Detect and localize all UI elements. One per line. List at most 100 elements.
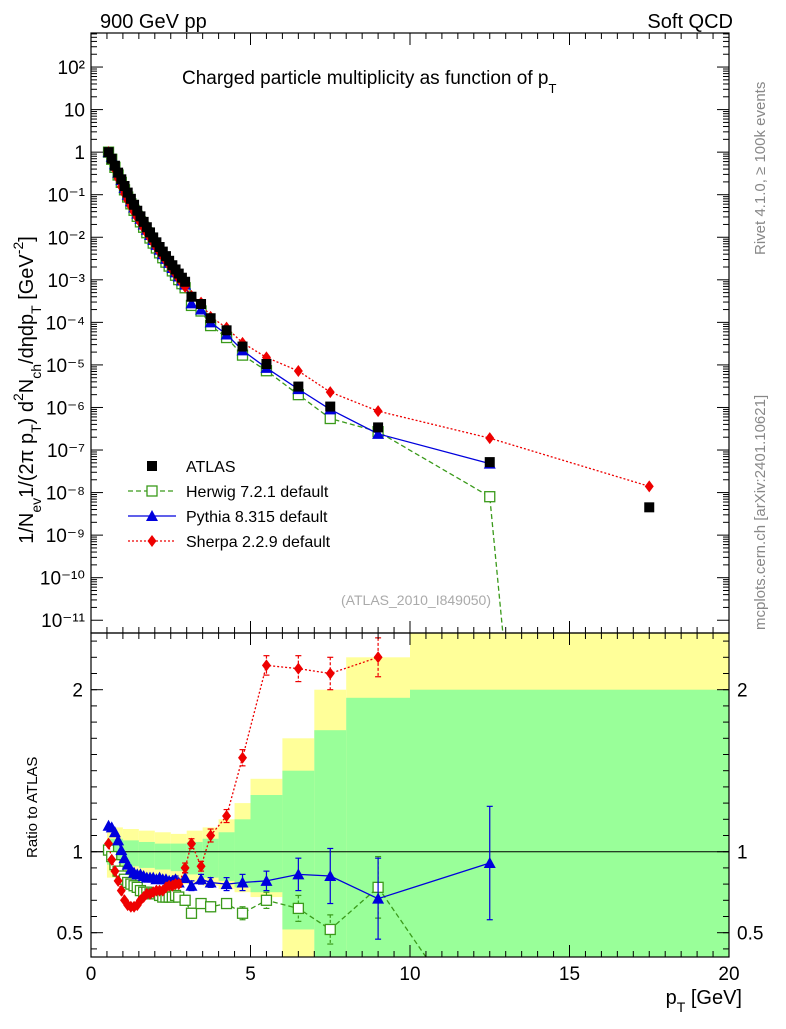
ratio-point-sherpa	[174, 878, 184, 891]
legend-label-pythia: Pythia 8.315 default	[186, 509, 328, 526]
main-y-axis-label-part: T	[28, 305, 44, 314]
main-y-tick-label: 10⁻³	[48, 271, 86, 292]
main-y-axis-label-part: ev	[28, 498, 44, 513]
ratio-point-herwig	[185, 907, 198, 919]
main-point-atlas	[122, 187, 133, 198]
x-tick-label: 5	[245, 964, 256, 985]
main-series-group	[102, 146, 655, 633]
ratio-uncertainty-bands	[91, 633, 729, 957]
main-point-herwig	[324, 412, 336, 425]
ratio-band-green	[154, 843, 171, 870]
main-point-atlas	[180, 276, 191, 287]
ratio-point-pythia	[204, 876, 217, 888]
main-point-sherpa	[325, 386, 335, 399]
ratio-point-sherpa	[222, 810, 232, 823]
main-chart-title-text: Charged particle multiplicity as functio…	[182, 68, 548, 89]
main-point-atlas	[221, 325, 232, 336]
x-axis-label-subscript: T	[677, 999, 686, 1015]
main-series-atlas	[103, 147, 655, 513]
main-y-axis-label-part: N	[16, 379, 38, 393]
ratio-point-pythia	[236, 876, 249, 888]
ratio-point-herwig	[324, 923, 336, 936]
x-tick-label: 0	[86, 964, 97, 985]
x-axis-label: pT [GeV]	[666, 987, 742, 1015]
ratio-y-tick-label-right: 2	[737, 681, 748, 702]
main-y-axis-label-part: 1/(2π p	[16, 433, 38, 498]
main-y-axis-label-part: ch	[28, 364, 44, 379]
ratio-series-group	[102, 637, 496, 957]
main-point-atlas	[325, 401, 336, 412]
ratio-point-pythia	[108, 826, 121, 838]
main-y-axis-label-part: ) d	[16, 401, 38, 424]
ratio-point-pythia	[115, 844, 128, 856]
ratio-point-sherpa	[186, 837, 196, 850]
ratio-point-sherpa	[325, 667, 335, 680]
ratio-y-tick-label-left: 1	[72, 843, 83, 864]
main-y-axis-label-part: T	[28, 424, 44, 433]
main-point-pythia	[372, 427, 385, 439]
legend-entry-pythia: Pythia 8.315 default	[128, 509, 328, 526]
axes-group: 0 5 10 15 2010⁻¹¹10⁻¹⁰10⁻⁹10⁻⁸10⁻⁷10⁻⁶10⁻⁵10…	[40, 32, 763, 985]
legend-label-sherpa: Sherpa 2.2.9 default	[186, 534, 331, 551]
main-y-tick-label: 10⁻¹	[48, 186, 86, 207]
ratio-band-green	[234, 819, 251, 888]
main-point-atlas	[186, 291, 197, 302]
legend-marker-atlas	[147, 461, 157, 471]
main-y-axis-label-part: -2	[10, 242, 26, 255]
ratio-series-sherpa	[104, 637, 383, 913]
main-point-atlas	[196, 299, 207, 310]
main-y-tick-label: 10	[64, 101, 85, 122]
ratio-y-axis-label: Ratio to ATLAS	[24, 757, 41, 858]
main-y-tick-label: 10²	[58, 58, 85, 79]
ratio-point-sherpa	[116, 884, 126, 897]
main-point-sherpa	[485, 432, 495, 445]
ratio-point-herwig	[236, 907, 249, 919]
ratio-y-tick-label-left: 2	[72, 681, 83, 702]
ratio-point-pythia	[112, 834, 125, 846]
ratio-point-sherpa	[238, 751, 248, 764]
legend-entry-sherpa: Sherpa 2.2.9 default	[128, 534, 331, 551]
analysis-watermark: (ATLAS_2010_I849050)	[341, 592, 491, 608]
main-point-herwig	[484, 491, 496, 503]
main-y-axis-label-part: [GeV	[16, 254, 38, 306]
x-tick-label: 20	[718, 964, 739, 985]
legend-entry-atlas: ATLAS	[147, 459, 236, 476]
ratio-point-herwig	[260, 894, 273, 906]
ratio-band-green	[202, 838, 219, 878]
ratio-y-tick-label-right: 0.5	[737, 924, 763, 945]
ratio-point-pythia	[372, 892, 385, 904]
mcplots-source-label: mcplots.cern.ch [arXiv:2401.10621]	[752, 395, 769, 630]
legend-marker-pythia	[146, 510, 158, 521]
main-series-sherpa	[104, 146, 654, 493]
ratio-band-green	[569, 689, 729, 957]
ratio-y-tick-label-right: 1	[737, 843, 748, 864]
ratio-point-sherpa	[261, 659, 271, 672]
legend-marker-herwig	[146, 485, 158, 497]
ratio-point-pythia	[292, 868, 305, 880]
main-chart-title: Charged particle multiplicity as functio…	[182, 68, 556, 96]
main-point-sherpa	[293, 364, 303, 377]
main-point-atlas	[484, 457, 495, 468]
main-point-atlas	[109, 160, 120, 171]
ratio-point-herwig	[195, 897, 207, 910]
x-tick-label: 10	[399, 964, 420, 985]
main-point-sherpa	[644, 480, 654, 493]
main-y-axis-label: 1/Nev1/(2π pT) d2Nch/dηdpT [GeV-2]	[10, 236, 44, 544]
main-point-atlas	[141, 222, 152, 233]
ratio-point-pythia	[195, 873, 208, 885]
main-y-axis-label-part: 1/N	[16, 513, 38, 544]
ratio-point-sherpa	[373, 651, 383, 664]
main-y-tick-label: 1	[74, 143, 85, 164]
legend-label-herwig: Herwig 7.2.1 default	[186, 484, 329, 501]
main-y-axis-label-part: 2	[10, 393, 26, 401]
main-point-sherpa	[373, 405, 383, 418]
main-point-atlas	[261, 359, 272, 370]
ratio-y-tick-label-left: 0.5	[57, 924, 83, 945]
ratio-point-herwig	[292, 902, 305, 915]
main-point-atlas	[138, 216, 149, 227]
ratio-point-sherpa	[293, 662, 303, 675]
main-point-pythia	[195, 303, 208, 315]
main-y-axis-label-text: 1/Nev1/(2π pT) d2Nch/dηdpT [GeV-2]	[10, 236, 44, 544]
main-point-atlas	[113, 167, 124, 178]
x-axis-label-unit: [GeV]	[685, 987, 742, 1009]
